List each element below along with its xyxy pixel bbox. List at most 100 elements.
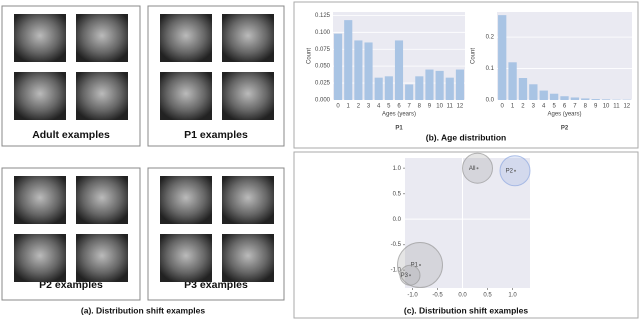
x-tick-label: 3 [532,104,536,110]
x-tick-label: 1 [347,104,351,110]
y-tick-label: 0.125 [315,13,331,19]
bar [394,40,404,100]
x-tick-label: 0.0 [458,293,467,299]
point-label: P2 [506,168,514,174]
y-tick-label: 0.025 [315,81,331,87]
x-tick-label: 12 [623,104,630,110]
bar [529,84,538,100]
x-tick-label: 5 [552,104,556,110]
x-axis-label: Ages (years) [547,112,581,118]
xray-image [222,176,274,224]
xray-image [76,234,128,282]
x-tick-label: 11 [613,104,620,110]
point [476,167,479,170]
xray-image [76,14,128,62]
box-label: P1 examples [184,129,248,141]
x-tick-label: -1.0 [407,293,418,299]
x-tick-label: 8 [418,104,422,110]
x-tick-label: 6 [563,104,567,110]
y-tick-label: 0.100 [315,30,331,36]
xray-image [160,176,212,224]
y-tick-label: 0.5 [393,191,402,197]
bar [518,78,528,100]
xray-image [160,14,212,62]
bar [445,77,454,100]
x-tick-label: 0.5 [483,293,492,299]
y-axis-label: Count [471,48,477,64]
x-axis-label: Ages (years) [382,112,416,118]
x-tick-label: 1.0 [508,293,517,299]
x-tick-label: 7 [407,104,411,110]
xray-image [14,14,66,62]
x-tick-label: 1 [511,104,515,110]
xray-image [14,176,66,224]
y-tick-label: 0.1 [486,66,495,72]
point-label: All [469,166,476,172]
point-label: P1 [411,263,419,269]
bar [601,99,611,100]
y-tick-label: 0.2 [486,35,495,41]
x-tick-label: 2 [357,104,361,110]
bar [560,96,569,100]
y-tick-label: 1.0 [393,166,402,172]
point [409,274,411,277]
x-tick-label: 3 [367,104,371,110]
x-tick-label: 0 [501,104,505,110]
y-axis-label: Count [307,48,313,64]
xray-image [222,234,274,282]
panel [293,1,639,149]
box [1,5,141,147]
caption: (a). Distribution shift examples [81,305,205,315]
x-tick-label: 10 [436,104,443,110]
panel [293,151,639,319]
bar [374,77,383,100]
x-tick-label: 8 [584,104,588,110]
y-tick-label: -0.5 [391,242,402,248]
box-label: Adult examples [32,129,110,141]
x-tick-label: 4 [377,104,381,110]
bar [344,20,353,100]
y-tick-label: 0.050 [315,64,331,70]
xray-image [14,234,66,282]
subtitle: P2 [561,126,569,132]
bar [354,40,363,100]
box [147,167,285,301]
x-tick-label: 11 [447,104,454,110]
bar [384,76,393,100]
x-tick-label: -0.5 [432,293,443,299]
bar [570,97,580,100]
y-tick-label: 0.075 [315,47,331,53]
y-tick-label: -1.0 [391,268,402,274]
plot-area [497,12,632,100]
bar [455,69,464,100]
bar [334,33,343,100]
bar [435,70,444,100]
bar [539,90,548,100]
bar [498,15,507,100]
point-label: P3 [401,273,409,279]
x-tick-label: 2 [521,104,525,110]
point [419,264,421,267]
bar [405,84,414,100]
xray-image [222,72,274,120]
y-tick-label: 0.000 [315,98,331,104]
bar [415,76,424,100]
bar [425,69,434,100]
xray-image [14,72,66,120]
xray-image [160,72,212,120]
x-tick-label: 7 [573,104,577,110]
x-tick-label: 5 [387,104,391,110]
x-tick-label: 4 [542,104,546,110]
xray-image [76,176,128,224]
xray-image [76,72,128,120]
x-tick-label: 9 [594,104,598,110]
xray-image [160,234,212,282]
y-tick-label: 0.0 [393,217,402,223]
x-tick-label: 9 [428,104,432,110]
point [514,169,516,172]
bar [364,42,373,100]
x-tick-label: 0 [336,104,340,110]
xray-image [222,14,274,62]
